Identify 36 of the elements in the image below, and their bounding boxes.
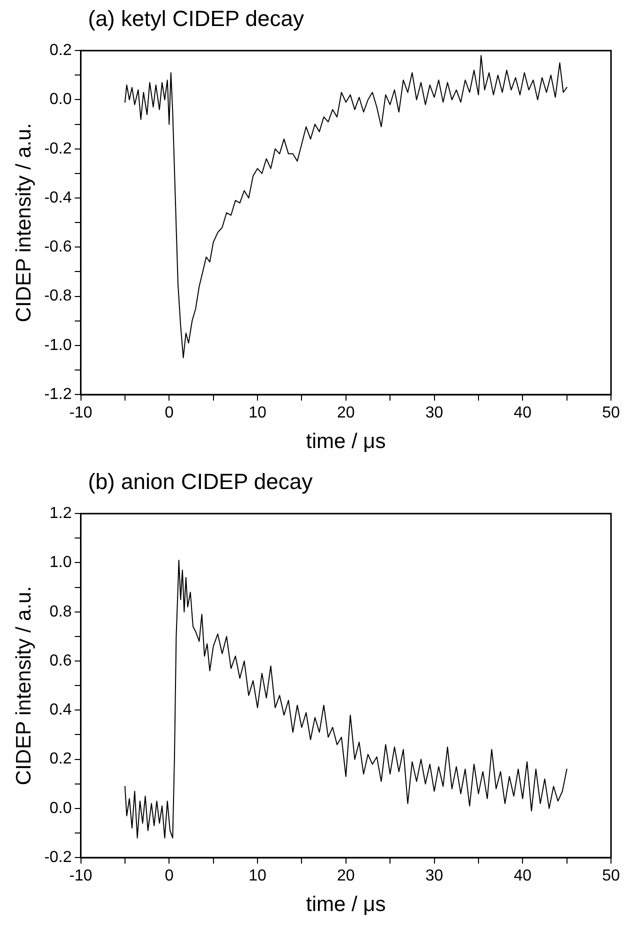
y-tick-label: 0.4 (50, 702, 72, 719)
y-tick-label: 1.0 (50, 554, 72, 572)
x-tick-label: 0 (164, 868, 174, 885)
x-tick-label: -10 (69, 868, 92, 885)
y-tick-label: 0.6 (50, 652, 72, 670)
y-tick-label: 0.8 (50, 603, 72, 620)
y-tick-label: -0.2 (44, 849, 72, 866)
x-axis-title: time / μs (306, 893, 386, 916)
y-tick-label: -1.0 (44, 336, 72, 354)
x-tick-label: 20 (336, 868, 355, 885)
x-tick-label: 50 (602, 404, 620, 422)
chart-title: (a) ketyl CIDEP decay (88, 6, 304, 32)
chart-title: (b) anion CIDEP decay (88, 469, 313, 495)
y-tick-label: 0.0 (50, 800, 72, 817)
y-tick-label: 0.2 (50, 42, 72, 60)
x-tick-label: 40 (514, 404, 532, 422)
x-tick-label: 50 (602, 868, 620, 885)
x-tick-label: 10 (248, 868, 267, 885)
x-tick-label: -10 (69, 404, 92, 422)
y-axis-title: CIDEP intensity / a.u. (12, 123, 36, 322)
y-tick-label: 1.2 (50, 505, 72, 522)
y-tick-label: 0.2 (50, 750, 72, 768)
x-tick-label: 40 (514, 868, 532, 885)
x-tick-label: 20 (336, 404, 355, 422)
x-axis-title: time / μs (306, 430, 386, 454)
y-tick-label: -1.2 (44, 386, 72, 404)
y-tick-label: -0.4 (44, 189, 72, 206)
y-tick-label: -0.8 (44, 288, 72, 305)
y-tick-label: 0.0 (50, 91, 72, 108)
y-tick-label: -0.2 (44, 140, 72, 158)
x-tick-label: 30 (425, 868, 444, 885)
x-tick-label: 30 (425, 404, 444, 422)
y-tick-label: -0.6 (44, 238, 72, 256)
y-axis-title: CIDEP intensity / a.u. (12, 586, 36, 786)
x-tick-label: 10 (248, 404, 267, 422)
x-tick-label: 0 (164, 404, 174, 422)
